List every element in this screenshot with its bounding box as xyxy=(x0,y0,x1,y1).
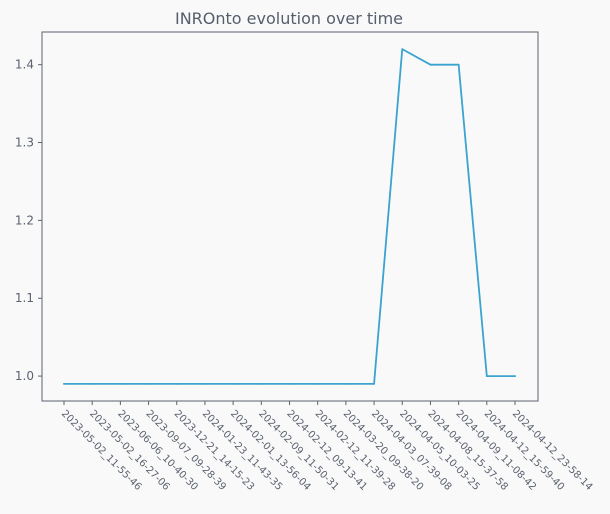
series-layer xyxy=(63,48,516,385)
data-point xyxy=(373,382,375,385)
data-point xyxy=(119,382,122,385)
x-axis: 2023-05-02_11-55-462023-05-02_16-27-0620… xyxy=(59,401,594,493)
data-point xyxy=(147,382,150,385)
y-axis: 1.0 1.1 1.2 1.3 1.4 xyxy=(15,58,42,383)
y-tick-label: 1.4 xyxy=(15,58,34,72)
data-point xyxy=(457,63,460,66)
y-tick-label: 1.0 xyxy=(15,369,34,383)
data-point xyxy=(401,48,404,51)
data-point xyxy=(344,382,347,385)
data-point xyxy=(175,382,178,385)
y-tick-label: 1.3 xyxy=(15,136,34,150)
data-point xyxy=(514,375,516,377)
y-tick-label: 1.1 xyxy=(15,291,34,305)
data-point xyxy=(91,382,94,385)
data-point xyxy=(429,63,432,66)
data-point xyxy=(232,382,235,385)
data-point xyxy=(485,375,488,377)
data-point xyxy=(260,382,263,385)
data-point xyxy=(288,382,291,385)
y-tick-label: 1.2 xyxy=(15,213,34,227)
data-point xyxy=(316,382,319,385)
chart-title: INROnto evolution over time xyxy=(175,9,403,28)
data-point xyxy=(204,382,206,385)
data-point xyxy=(63,382,65,385)
